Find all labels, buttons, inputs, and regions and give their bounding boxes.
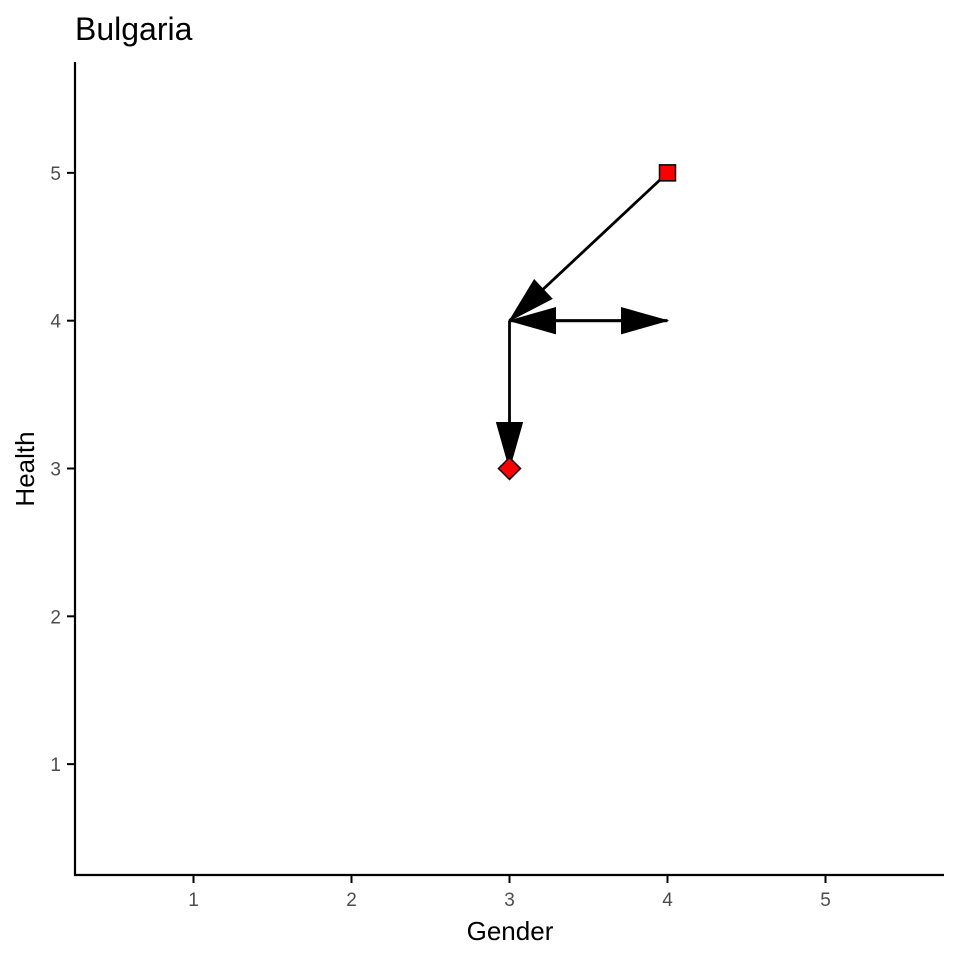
chart-title: Bulgaria — [75, 11, 193, 47]
arrow-head — [495, 422, 524, 471]
y-tick-label: 2 — [50, 607, 61, 628]
y-tick-label: 3 — [50, 460, 61, 481]
x-tick-label: 4 — [662, 890, 673, 911]
plot-area — [495, 164, 677, 481]
y-tick-label: 4 — [50, 312, 61, 333]
x-axis-label: Gender — [467, 916, 554, 946]
x-axis-ticks: 1 2 3 4 5 — [188, 875, 831, 911]
point-square — [658, 164, 677, 182]
y-tick-label: 5 — [50, 164, 61, 185]
x-tick-label: 5 — [820, 890, 831, 911]
point-diamond — [497, 456, 522, 481]
arrow-head — [507, 307, 556, 335]
x-tick-label: 2 — [346, 890, 357, 911]
arrow-head — [508, 278, 553, 322]
y-tick-label: 1 — [50, 755, 61, 776]
y-axis-ticks: 1 2 3 4 5 — [50, 164, 75, 776]
x-tick-label: 1 — [188, 890, 199, 911]
y-axis-label: Health — [10, 431, 40, 506]
x-tick-label: 3 — [504, 890, 515, 911]
